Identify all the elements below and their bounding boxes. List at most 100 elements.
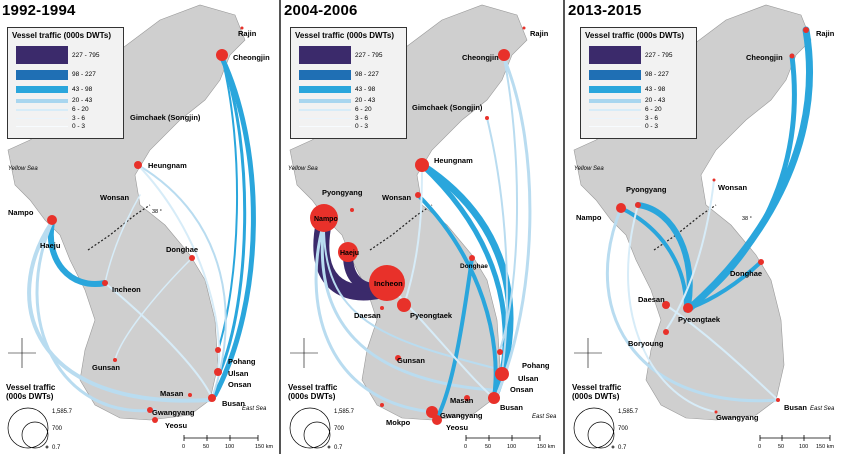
flow-nampo-south-1 — [314, 220, 434, 414]
legend-box: Vessel traffic (000s DWTs) 227 - 795 98 … — [290, 27, 407, 139]
legend-swatch-4 — [299, 99, 351, 103]
label-busan: Busan — [222, 399, 245, 408]
size-value-max: 1,585.7 — [334, 409, 355, 415]
legend-title: Vessel traffic (000s DWTs) — [295, 31, 395, 40]
scale-tick-0: 0 — [182, 444, 185, 450]
compass-rose — [290, 338, 318, 368]
flow-nampo-yeosu — [35, 220, 157, 413]
legend-label-2: 98 - 227 — [645, 71, 669, 78]
scale-tick-50: 50 — [778, 444, 784, 450]
port-marker-pyeongtaek — [397, 298, 411, 312]
port-marker-donghae — [469, 255, 475, 261]
label-gwangyang: Gwangyang — [152, 408, 195, 417]
scale-bar — [183, 435, 259, 441]
label-masan: Masan — [160, 389, 184, 398]
legend-swatch-7 — [16, 126, 68, 127]
legend-swatch-5 — [589, 109, 641, 111]
size-legend-circles — [573, 407, 615, 449]
legend-title: Vessel traffic (000s DWTs) — [12, 31, 112, 40]
legend-label-7: 0 - 3 — [72, 123, 86, 130]
size-value-min: 0.7 — [618, 445, 627, 451]
legend-swatch-2 — [589, 70, 641, 80]
scale-bar — [759, 435, 831, 441]
legend-swatch-1 — [16, 46, 68, 64]
port-marker-gwangyang — [426, 406, 438, 418]
size-legend-title: Vessel traffic (000s DWTs) — [288, 383, 337, 401]
label-cheongjin: Cheongjin — [233, 53, 270, 62]
label-incheon: Incheon — [112, 285, 141, 294]
scale-tick-150: 150 km — [537, 444, 555, 450]
label-cheongjin: Cheongjin — [462, 53, 499, 62]
legend-swatch-6 — [299, 118, 351, 119]
flow-nampo-busan — [27, 220, 212, 403]
flow-wonsan-incheon — [104, 194, 141, 284]
flow-pyeongtaek-heungnam — [403, 164, 423, 306]
port-marker-pyeongtaek — [683, 303, 693, 313]
label-yellow-sea: Yellow Sea — [574, 166, 604, 172]
label-heungnam: Heungnam — [434, 156, 473, 165]
port-marker-daesan — [380, 306, 384, 310]
panel-title: 2013-2015 — [568, 2, 642, 19]
port-marker-boryoung — [663, 329, 669, 335]
port-marker-pyongyang — [635, 202, 641, 208]
panel-2013-2015: Rajin Cheongjin Pyongyang Wonsan Nampo D… — [566, 0, 845, 454]
panel-title: 1992-1994 — [2, 2, 76, 19]
legend-label-3: 43 - 98 — [72, 86, 93, 93]
port-marker-rajin — [803, 27, 809, 33]
port-marker-wonsan — [712, 178, 716, 182]
legend-label-1: 227 - 795 — [355, 52, 383, 59]
legend-swatch-7 — [589, 126, 641, 127]
port-marker-rajin — [240, 26, 244, 30]
label-ulsan: Ulsan — [518, 374, 539, 383]
flow-cheongjin-busan — [495, 56, 532, 397]
label-yeosu: Yeosu — [446, 423, 469, 432]
label-nampo: Nampo — [576, 213, 602, 222]
label-yellow-sea: Yellow Sea — [8, 166, 38, 172]
label-donghae: Donghae — [166, 245, 198, 254]
size-value-mid: 700 — [52, 426, 63, 432]
port-marker-incheon — [369, 265, 405, 301]
port-marker-donghae — [189, 255, 195, 261]
legend-swatch-3 — [589, 86, 641, 93]
size-legend-circles — [289, 407, 331, 449]
port-marker-pohang — [497, 349, 503, 355]
label-38-parallel: 38 ° — [152, 209, 162, 215]
legend-swatch-1 — [299, 46, 351, 64]
size-legend-circles — [7, 407, 49, 449]
flow-heungnam-busan — [137, 164, 227, 399]
scale-tick-0: 0 — [758, 444, 761, 450]
label-gimchaek: Gimchaek (Songjin) — [130, 113, 201, 122]
scale-tick-50: 50 — [203, 444, 209, 450]
port-marker-gwangyang — [714, 410, 718, 414]
size-legend-title-line1: Vessel traffic — [288, 383, 338, 392]
scale-tick-150: 150 km — [816, 444, 834, 450]
flow-donghae-pyeongtaek — [688, 260, 763, 310]
label-gunsan: Gunsan — [397, 356, 425, 365]
port-marker-mokpo — [380, 403, 384, 407]
port-marker-gimchaek — [485, 116, 489, 120]
flow-incheon-busan — [104, 282, 213, 399]
scale-tick-100: 100 — [507, 444, 516, 450]
size-value-max: 1,585.7 — [618, 409, 639, 415]
label-boryoung: Boryoung — [628, 339, 664, 348]
legend-swatch-3 — [299, 86, 351, 93]
label-busan: Busan — [784, 403, 807, 412]
label-nampo: Nampo — [314, 216, 338, 223]
port-markers — [616, 27, 809, 414]
legend-label-6: 3 - 6 — [645, 115, 659, 122]
size-value-mid: 700 — [334, 426, 345, 432]
size-value-mid: 700 — [618, 426, 629, 432]
legend-swatch-5 — [299, 109, 351, 111]
port-marker-daesan — [662, 301, 670, 309]
label-38-parallel: 38 ° — [742, 216, 752, 222]
legend-label-3: 43 - 98 — [355, 86, 376, 93]
panel-divider-2 — [563, 0, 565, 454]
label-incheon: Incheon — [374, 279, 403, 288]
legend-box: Vessel traffic (000s DWTs) 227 - 795 98 … — [580, 27, 697, 139]
label-haeju: Haeju — [40, 241, 61, 250]
dmz-line — [369, 204, 433, 251]
legend-label-4: 20 - 43 — [645, 97, 666, 104]
label-pyongyang: Pyongyang — [322, 188, 363, 197]
flow-nampo-busan — [605, 206, 780, 403]
label-yellow-sea: Yellow Sea — [288, 166, 318, 172]
